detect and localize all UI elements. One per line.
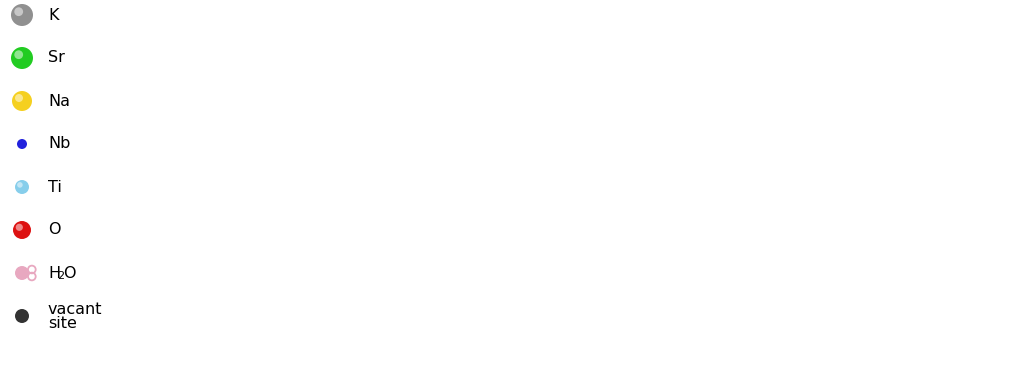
Text: Ti: Ti [48, 179, 61, 195]
Text: K: K [48, 7, 58, 23]
Text: Na: Na [48, 94, 70, 108]
Circle shape [15, 180, 29, 194]
Circle shape [11, 4, 33, 26]
Circle shape [11, 47, 33, 69]
Text: O: O [48, 222, 60, 238]
Circle shape [14, 7, 24, 16]
Text: H: H [48, 266, 60, 280]
Text: Sr: Sr [48, 50, 65, 65]
Circle shape [15, 224, 23, 231]
Text: Nb: Nb [48, 137, 71, 151]
Circle shape [15, 266, 29, 280]
Text: vacant: vacant [48, 302, 102, 316]
Circle shape [13, 221, 31, 239]
Circle shape [15, 309, 29, 323]
Text: 2: 2 [57, 271, 65, 281]
Circle shape [15, 94, 23, 102]
Circle shape [17, 139, 27, 149]
Circle shape [12, 91, 32, 111]
Circle shape [17, 182, 23, 188]
Text: site: site [48, 316, 77, 332]
Text: O: O [63, 266, 76, 280]
Circle shape [14, 50, 24, 59]
